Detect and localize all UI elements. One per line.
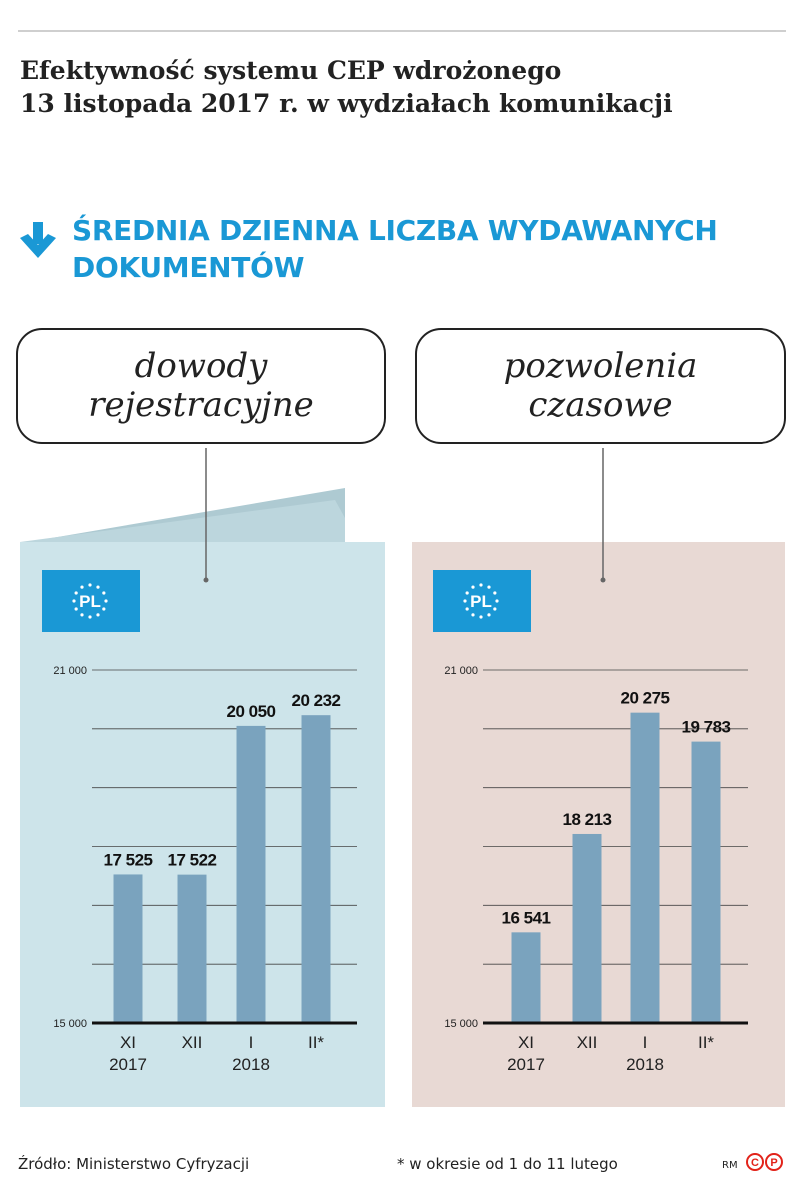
footnote: * w okresie od 1 do 11 lutego: [397, 1155, 618, 1173]
star: [479, 583, 483, 587]
star: [104, 599, 108, 603]
data-label: 18 213: [563, 810, 612, 829]
data-label: 17 525: [104, 850, 153, 869]
svg-text:P: P: [770, 1157, 777, 1169]
bubble-line-2: rejestracyjne: [88, 385, 314, 425]
page-title: Efektywność systemu CEP wdrożonego 13 li…: [20, 54, 780, 120]
subtitle-line-2: DOKUMENTÓW: [72, 251, 305, 284]
star: [88, 583, 92, 587]
x-tick-label: II*: [698, 1033, 714, 1052]
x-tick-label: II*: [308, 1033, 324, 1052]
title-line-1: Efektywność systemu CEP wdrożonego: [20, 56, 562, 85]
arrow-down-icon: [20, 222, 56, 258]
bar: [511, 932, 541, 1023]
flag-text-left: PL: [79, 592, 101, 611]
bubble-line-2: czasowe: [528, 385, 673, 425]
stars-ring: [72, 583, 108, 619]
bubble-line-1: pozwolenia: [503, 346, 698, 386]
bar: [630, 712, 660, 1023]
data-label: 19 783: [682, 718, 731, 737]
star: [74, 607, 78, 611]
label-bubble-pozwolenia: pozwolenia czasowe: [415, 328, 786, 444]
star: [102, 607, 106, 611]
title-line-2: 13 listopada 2017 r. w wydziałach komuni…: [20, 89, 673, 118]
x-tick-label: XII: [182, 1033, 203, 1052]
bar: [691, 741, 721, 1023]
data-label: 20 232: [292, 691, 341, 710]
star: [493, 607, 497, 611]
star: [96, 613, 100, 617]
star: [493, 591, 497, 595]
x-tick-label: I: [249, 1033, 254, 1052]
flag-text-right: PL: [470, 592, 492, 611]
star: [72, 599, 76, 603]
data-label: 20 050: [227, 702, 276, 721]
bar: [236, 725, 266, 1023]
author-initials: RM: [722, 1160, 738, 1171]
x-tick-label: I: [643, 1033, 648, 1052]
star: [80, 585, 84, 589]
chart-subtitle: ŚREDNIA DZIENNA LICZBA WYDAWANYCH DOKUME…: [72, 212, 718, 286]
bar: [572, 833, 602, 1023]
star: [96, 585, 100, 589]
star: [463, 599, 467, 603]
chart-pozwolenia: 21 000 15 000 16 541 XI 2017 18 213 XII 20 275 I…: [444, 665, 748, 1074]
x-tick-label: XII: [577, 1033, 598, 1052]
star: [479, 615, 483, 619]
star: [487, 613, 491, 617]
label-bubble-dowody: dowody rejestracyjne: [16, 328, 386, 444]
connector-dot-right: [600, 577, 606, 583]
star: [471, 613, 475, 617]
star: [80, 613, 84, 617]
year-label: 2018: [626, 1055, 664, 1074]
y-tick-label: 15 000: [53, 1018, 87, 1030]
y-tick-label: 21 000: [444, 665, 478, 677]
subtitle-line-1: ŚREDNIA DZIENNA LICZBA WYDAWANYCH: [72, 214, 718, 247]
bar: [301, 715, 331, 1023]
year-label: 2017: [507, 1055, 545, 1074]
year-label: 2017: [109, 1055, 147, 1074]
star: [471, 585, 475, 589]
top-rule: [18, 30, 786, 32]
star: [495, 599, 499, 603]
year-label: 2018: [232, 1055, 270, 1074]
svg-text:C: C: [751, 1157, 759, 1169]
chart-dowody: 21 000 15 000 17 525 XI 2017 17 522 XII 20 050 I…: [53, 665, 357, 1074]
star: [465, 591, 469, 595]
star: [465, 607, 469, 611]
source-note: Źródło: Ministerstwo Cyfryzacji: [18, 1155, 250, 1173]
bar: [177, 874, 207, 1023]
data-label: 16 541: [502, 908, 551, 927]
connector-dot-left: [203, 577, 209, 583]
y-tick-label: 21 000: [53, 665, 87, 677]
eu-pl-badge-icon: PL: [433, 570, 531, 632]
star: [74, 591, 78, 595]
data-label: 20 275: [621, 689, 670, 708]
stars-ring: [463, 583, 499, 619]
data-label: 17 522: [168, 851, 217, 870]
x-tick-label: XI: [518, 1033, 534, 1052]
document-page-front: [20, 500, 345, 542]
y-tick-label: 15 000: [444, 1018, 478, 1030]
star: [88, 615, 92, 619]
eu-pl-badge-icon: PL: [42, 570, 140, 632]
cp-logo-icon: C P: [746, 1153, 783, 1171]
bar: [113, 874, 143, 1023]
x-tick-label: XI: [120, 1033, 136, 1052]
star: [487, 585, 491, 589]
star: [102, 591, 106, 595]
bubble-line-1: dowody: [134, 346, 268, 386]
